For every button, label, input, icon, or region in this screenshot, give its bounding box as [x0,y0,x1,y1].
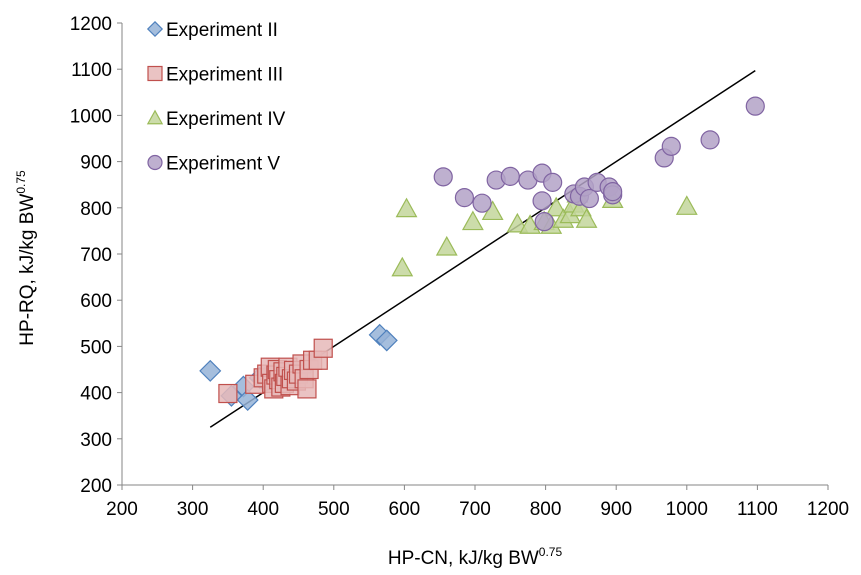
x-tick-label: 600 [389,499,421,520]
y-tick-label: 200 [80,476,112,497]
y-tick-label: 500 [80,337,112,358]
data-point [534,212,554,232]
y-tick-label: 1000 [70,106,112,127]
data-point [391,256,414,277]
data-point [236,388,259,412]
y-axis-title-superscript: 0.75 [14,170,28,194]
data-point [675,195,698,215]
data-point [603,182,623,202]
data-point [579,188,599,209]
x-tick-label: 400 [247,499,279,520]
legend-marker [146,109,164,125]
series-experiment-iii [218,338,333,404]
tick-labels: 200 300 400 500 600 700 800 900 1000 1100 1200 200 3… [70,14,849,520]
data-point [199,359,222,382]
legend-item: Experiment IV [146,109,286,130]
data-point [745,96,765,116]
data-point [661,136,681,156]
data-point [575,208,598,228]
data-point [297,379,317,399]
data-point [543,172,563,192]
legend-label: Experiment III [166,65,283,86]
x-tick-label: 900 [600,499,632,520]
series-experiment-v [433,96,765,232]
y-tick-label: 700 [80,245,112,266]
legend-marker [146,20,164,38]
data-point [461,210,484,231]
data-point [454,188,475,208]
y-tick-label: 400 [80,384,112,405]
y-tick-label: 300 [80,430,112,451]
data-point [313,338,333,358]
y-tick-label: 1200 [70,14,112,35]
data-points [199,96,765,412]
y-axis-title: HP-RQ, kJ/kg BW0.75 [14,170,38,346]
y-tick-label: 600 [80,291,112,312]
legend-label: Experiment II [166,20,278,41]
legend-marker [147,154,163,171]
data-point [532,191,552,211]
data-point [395,197,418,218]
y-axis-title-main: HP-RQ, kJ/kg BW [17,194,38,346]
data-point [435,235,458,256]
data-point [700,130,720,150]
data-point [472,193,492,213]
x-axis-title: HP-CN, kJ/kg BW0.75 [388,545,563,569]
data-point [545,196,568,217]
y-tick-label: 800 [80,199,112,220]
y-tick-label: 900 [80,153,112,174]
x-tick-label: 700 [459,499,491,520]
x-tick-label: 800 [530,499,562,520]
data-point [218,383,238,404]
x-tick-label: 1200 [807,499,849,520]
legend-item: Experiment V [147,154,280,175]
x-axis-title-superscript: 0.75 [539,545,563,559]
legend-marker [147,65,163,82]
axes [117,22,829,490]
data-point [500,166,520,186]
legend-item: Experiment III [147,65,283,86]
data-point [375,329,398,352]
legend: Experiment II Experiment III Experiment IV… [146,20,286,175]
x-tick-label: 1100 [737,499,778,520]
data-point [506,212,529,233]
x-axis-title-main: HP-CN, kJ/kg BW [388,548,539,569]
x-tick-label: 300 [177,499,209,520]
data-point [433,167,453,187]
x-tick-label: 200 [106,499,138,520]
legend-item: Experiment II [146,20,278,41]
legend-label: Experiment V [166,154,280,175]
x-tick-label: 1000 [666,499,708,520]
legend-label: Experiment IV [166,109,286,130]
y-tick-label: 1100 [71,60,112,81]
x-tick-label: 500 [318,499,350,520]
